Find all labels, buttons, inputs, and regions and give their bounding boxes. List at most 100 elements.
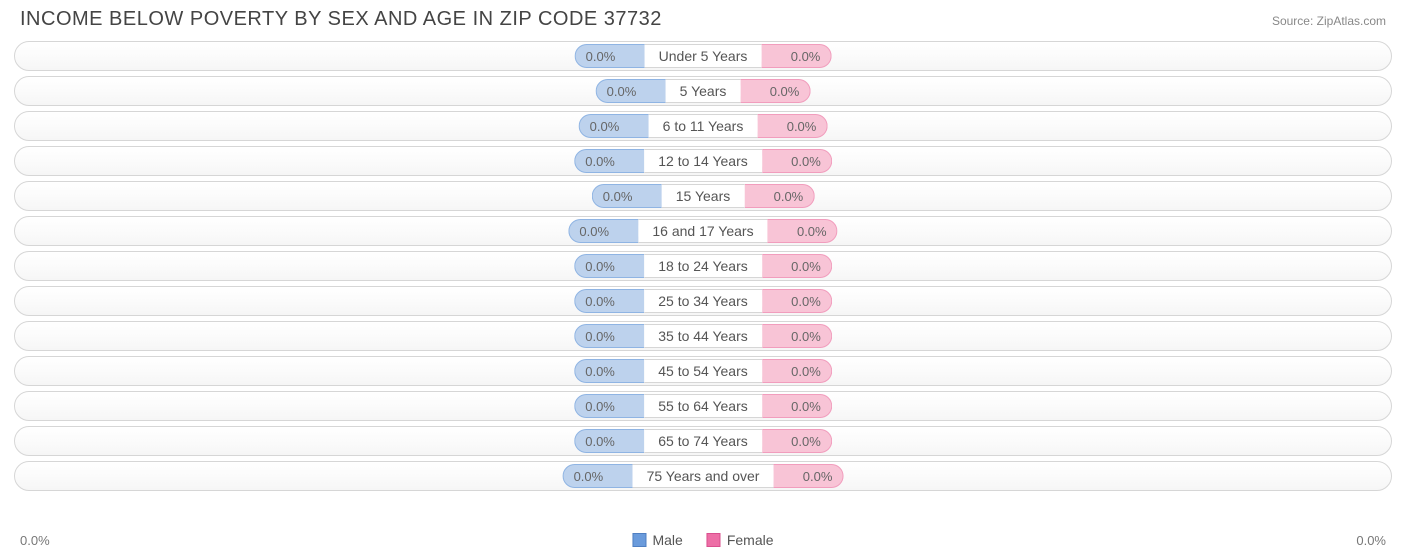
chart-row: 0.0% 65 to 74 Years 0.0% [14,426,1392,456]
chart-row: 0.0%25 to 34 Years0.0% [14,286,1392,316]
chart-area: 0.0%Under 5 Years0.0%0.0%5 Years0.0%0.0%… [0,35,1406,491]
male-bar: 0.0% [574,429,644,453]
age-label: 65 to 74 Years [644,429,762,453]
row-inner: 0.0% 16 and 17 Years 0.0% [568,217,837,245]
male-value: 0.0% [585,329,615,344]
female-swatch-icon [707,533,721,547]
male-value: 0.0% [585,364,615,379]
male-value: 0.0% [585,154,615,169]
legend: Male Female [632,532,773,548]
female-value: 0.0% [791,259,821,274]
female-value: 0.0% [797,224,827,239]
legend-male-label: Male [652,532,682,548]
male-value: 0.0% [585,399,615,414]
age-label: 5 Years [666,79,741,103]
row-inner: 0.0% 35 to 44 Years 0.0% [574,322,832,350]
female-bar: 0.0% [762,324,832,348]
female-bar: 0.0% [768,219,838,243]
female-bar: 0.0% [762,429,832,453]
female-value: 0.0% [770,84,800,99]
age-label: Under 5 Years [645,44,762,68]
legend-item-male: Male [632,532,682,548]
female-bar: 0.0% [762,394,832,418]
male-value: 0.0% [590,119,620,134]
female-bar: 0.0% [762,254,832,278]
chart-row: 0.0% 45 to 54 Years 0.0% [14,356,1392,386]
female-bar: 0.0% [762,149,832,173]
row-inner: 0.0% 18 to 24 Years 0.0% [574,252,832,280]
row-inner: 0.0% 15 Years 0.0% [592,182,815,210]
male-value: 0.0% [585,259,615,274]
chart-footer: 0.0% 0.0% Male Female [0,533,1406,548]
age-label: 15 Years [662,184,745,208]
row-inner: 0.0% 5 Years 0.0% [596,77,811,105]
male-bar: 0.0% [574,359,644,383]
male-bar: 0.0% [574,254,644,278]
axis-left-label: 0.0% [20,533,50,548]
header: INCOME BELOW POVERTY BY SEX AND AGE IN Z… [0,0,1406,35]
chart-row: 0.0% 55 to 64 Years 0.0% [14,391,1392,421]
female-bar: 0.0% [740,79,810,103]
male-bar: 0.0% [575,44,645,68]
female-bar: 0.0% [761,44,831,68]
age-label: 55 to 64 Years [644,394,762,418]
male-value: 0.0% [603,189,633,204]
female-bar: 0.0% [757,114,827,138]
female-value: 0.0% [791,434,821,449]
female-value: 0.0% [787,119,817,134]
legend-item-female: Female [707,532,774,548]
age-label: 16 and 17 Years [638,219,767,243]
chart-title: INCOME BELOW POVERTY BY SEX AND AGE IN Z… [20,8,662,31]
chart-row: 0.0% 35 to 44 Years 0.0% [14,321,1392,351]
axis-right-label: 0.0% [1356,533,1386,548]
male-value: 0.0% [607,84,637,99]
age-label: 25 to 34 Years [644,289,762,313]
chart-row: 0.0% 6 to 11 Years 0.0% [14,111,1392,141]
source-attribution: Source: ZipAtlas.com [1272,8,1386,28]
male-bar: 0.0% [574,394,644,418]
female-bar: 0.0% [762,289,832,313]
age-label: 75 Years and over [633,464,774,488]
female-value: 0.0% [791,154,821,169]
chart-row: 0.0% 12 to 14 Years 0.0% [14,146,1392,176]
female-value: 0.0% [791,399,821,414]
female-bar: 0.0% [773,464,843,488]
chart-row: 0.0% 16 and 17 Years 0.0% [14,216,1392,246]
male-value: 0.0% [585,294,615,309]
male-value: 0.0% [574,469,604,484]
age-label: 45 to 54 Years [644,359,762,383]
row-inner: 0.0% 65 to 74 Years 0.0% [574,427,832,455]
row-inner: 0.0% Under 5 Years 0.0% [575,42,832,70]
age-label: 35 to 44 Years [644,324,762,348]
female-bar: 0.0% [762,359,832,383]
male-bar: 0.0% [574,324,644,348]
row-inner: 0.0%25 to 34 Years0.0% [574,287,832,315]
chart-row: 0.0% 15 Years 0.0% [14,181,1392,211]
male-value: 0.0% [586,49,616,64]
male-bar: 0.0% [574,289,644,313]
chart-row: 0.0% Under 5 Years 0.0% [14,41,1392,71]
age-label: 12 to 14 Years [644,149,762,173]
chart-row: 0.0% 75 Years and over 0.0% [14,461,1392,491]
female-value: 0.0% [791,329,821,344]
female-value: 0.0% [774,189,804,204]
male-bar: 0.0% [563,464,633,488]
female-value: 0.0% [791,364,821,379]
male-bar: 0.0% [574,149,644,173]
row-inner: 0.0% 12 to 14 Years 0.0% [574,147,832,175]
male-bar: 0.0% [596,79,666,103]
male-swatch-icon [632,533,646,547]
male-value: 0.0% [585,434,615,449]
male-bar: 0.0% [579,114,649,138]
legend-female-label: Female [727,532,774,548]
chart-row: 0.0% 18 to 24 Years 0.0% [14,251,1392,281]
row-inner: 0.0% 6 to 11 Years 0.0% [579,112,828,140]
age-label: 6 to 11 Years [649,114,758,138]
row-inner: 0.0% 75 Years and over 0.0% [563,462,844,490]
female-value: 0.0% [791,49,821,64]
chart-row: 0.0% 5 Years 0.0% [14,76,1392,106]
age-label: 18 to 24 Years [644,254,762,278]
male-value: 0.0% [579,224,609,239]
female-value: 0.0% [803,469,833,484]
male-bar: 0.0% [568,219,638,243]
